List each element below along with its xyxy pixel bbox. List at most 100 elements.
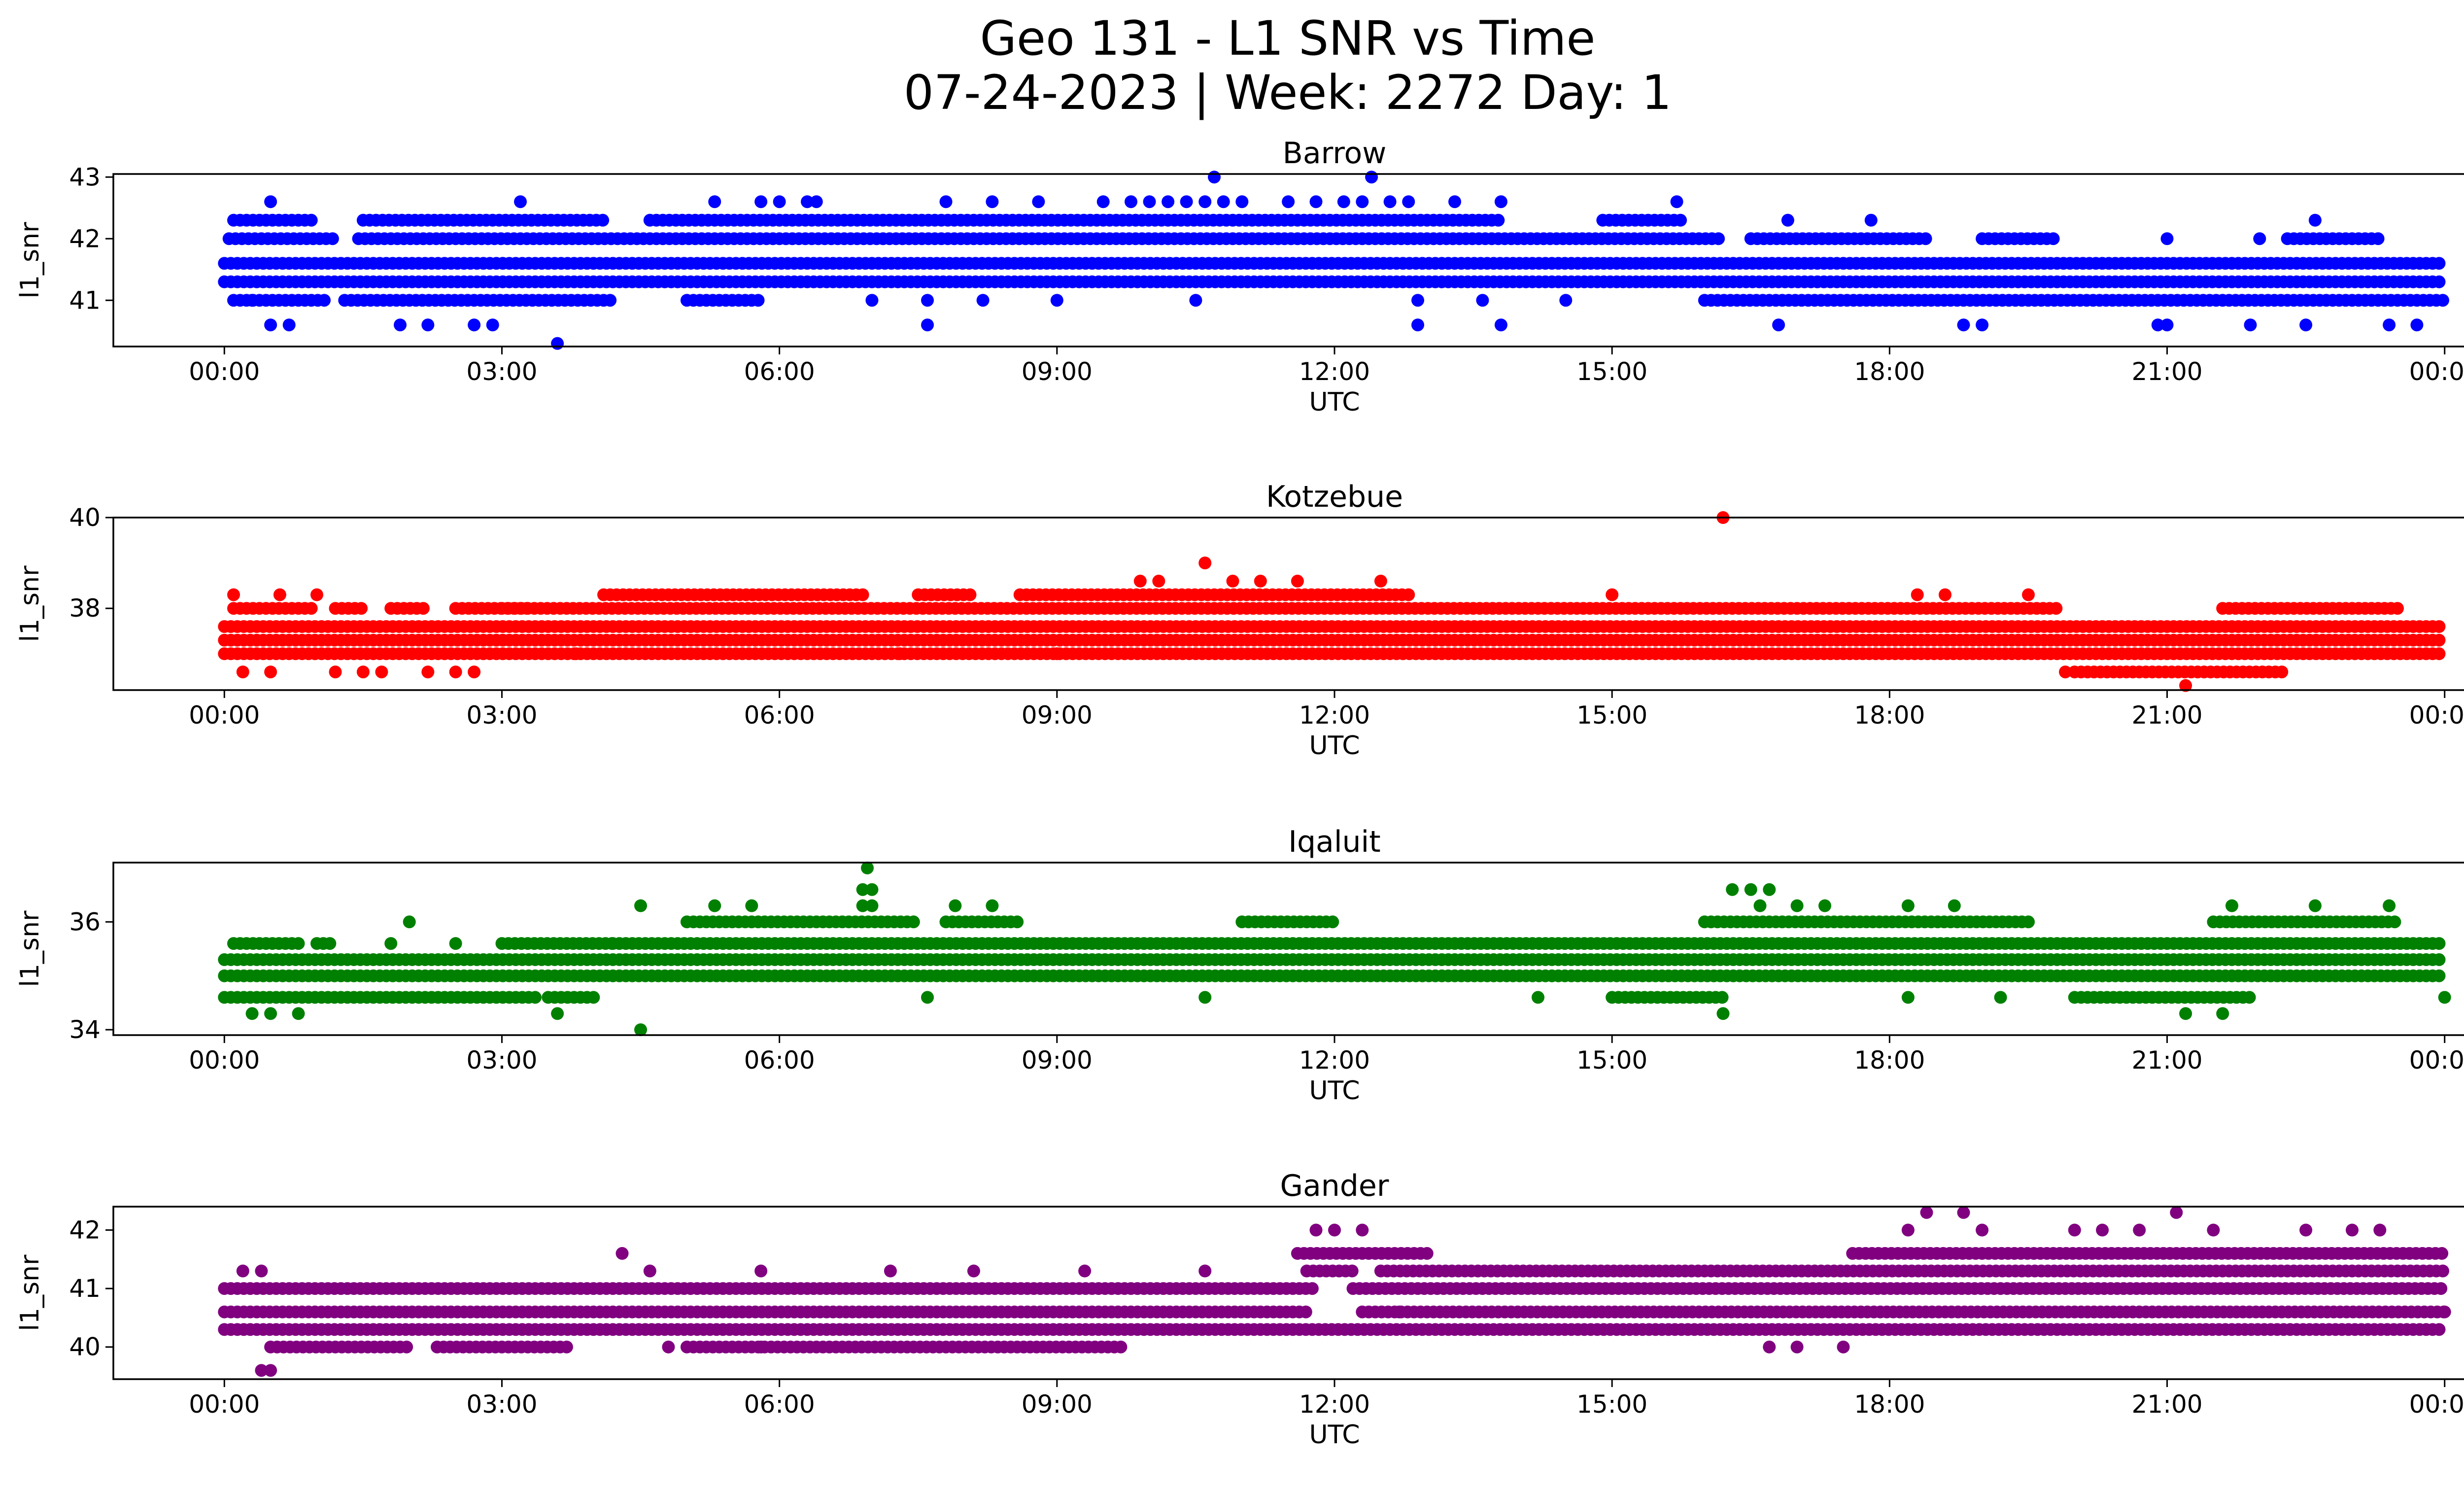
data-point [1976,318,1989,332]
x-tick-label: 12:00 [1299,1046,1370,1075]
data-point [1217,195,1230,209]
x-tick-label: 15:00 [1576,1046,1647,1075]
subplot-title: Iqaluit [1288,825,1380,859]
data-point [403,915,416,929]
data-point [2432,620,2446,633]
data-point [1356,195,1369,209]
data-point [264,665,277,679]
data-point [514,195,527,209]
data-series [218,1206,2451,1377]
data-point [1772,318,1785,332]
data-point [2432,647,2446,661]
data-point [856,899,869,912]
data-point [810,195,823,209]
data-series [218,511,2446,692]
data-point [1781,213,1794,227]
data-point [986,195,999,209]
data-point [2383,899,2396,912]
data-point [976,294,990,307]
data-point [1032,195,1045,209]
data-point [1282,195,1295,209]
data-point [1198,556,1212,570]
data-point [801,195,814,209]
data-point [2308,213,2322,227]
x-tick-label: 03:00 [466,1046,537,1075]
data-point [2410,318,2424,332]
x-tick-label: 15:00 [1576,357,1647,386]
data-point [449,665,462,679]
data-point [1162,195,1175,209]
data-point [1494,318,1507,332]
x-tick-label: 21:00 [2131,701,2202,730]
data-point [2432,969,2446,982]
data-point [394,318,407,332]
data-point [1492,213,1505,227]
data-point [1383,195,1397,209]
x-tick-label: 12:00 [1299,357,1370,386]
data-point [587,991,600,1004]
data-point [2160,232,2174,245]
x-tick-label: 03:00 [466,701,537,730]
data-point [2308,899,2322,912]
data-point [273,588,286,601]
subplot-title: Gander [1280,1169,1389,1203]
data-series [218,171,2449,350]
data-point [569,647,582,661]
data-point [264,1007,277,1020]
data-point [2432,1323,2446,1336]
data-point [236,665,249,679]
data-point [1716,1007,1730,1020]
data-point [1674,213,1687,227]
x-axis-label: UTC [1309,1076,1360,1106]
data-point [305,213,318,227]
data-point [634,1023,647,1037]
data-point [1744,883,1757,896]
x-tick-label: 18:00 [1854,357,1925,386]
x-tick-label: 00:00 [189,701,260,730]
y-axis-label: l1_snr [15,910,45,987]
x-tick-label: 18:00 [1854,1046,1925,1075]
data-point [329,665,342,679]
y-axis-label: l1_snr [15,565,45,642]
data-point [227,588,240,601]
data-point [939,195,953,209]
data-point [1133,574,1147,588]
data-point [1494,195,1507,209]
x-tick-label: 09:00 [1022,357,1093,386]
data-point [245,1007,259,1020]
x-axis-label: UTC [1309,387,1360,417]
data-point [708,899,721,912]
data-point [1208,171,1221,184]
data-point [1050,294,1063,307]
data-point [921,318,934,332]
data-point [323,937,337,950]
data-point [1476,294,1489,307]
data-point [551,337,564,350]
data-point [1011,915,1024,929]
data-point [1189,294,1202,307]
data-point [416,602,430,615]
data-point [292,937,305,950]
data-point [1096,195,1110,209]
data-point [2432,953,2446,966]
data-point [1911,588,1924,601]
x-tick-label: 15:00 [1576,701,1647,730]
data-point [282,318,296,332]
data-point [1559,294,1573,307]
data-point [1125,195,1137,209]
x-tick-label: 06:00 [744,357,815,386]
data-point [1365,171,1378,184]
data-point [375,665,388,679]
data-point [292,1007,305,1020]
data-point [2151,318,2164,332]
data-point [468,665,481,679]
data-point [2022,588,2035,601]
data-point [752,294,765,307]
data-point [865,883,879,896]
data-point [355,602,368,615]
data-point [1374,574,1387,588]
data-point [963,588,977,601]
